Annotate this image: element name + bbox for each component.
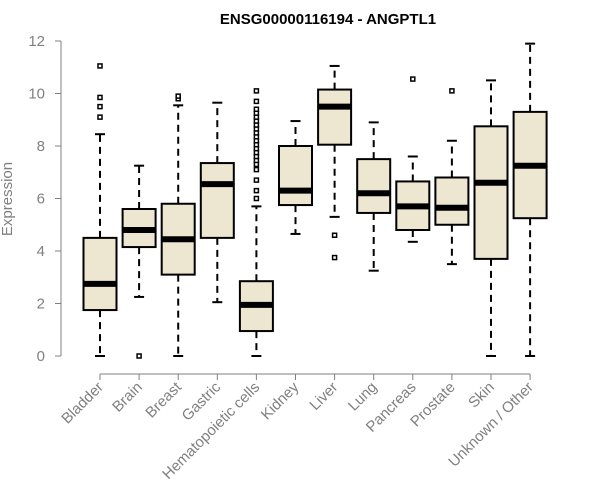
box-prostate <box>434 88 470 266</box>
outlier-point <box>97 114 103 120</box>
x-tick-label: Bladder <box>58 379 107 428</box>
box-liver <box>317 64 353 261</box>
box-hematopoietic-cells <box>238 88 274 357</box>
outlier-point <box>175 93 181 99</box>
y-axis-label: Expression <box>0 162 16 236</box>
chart-title: ENSG00000116194 - ANGPTL1 <box>220 11 436 28</box>
box-iqr <box>317 88 353 146</box>
x-tick-label: Skin <box>465 379 498 412</box>
box-skin <box>473 79 509 357</box>
y-tick-label: 4 <box>37 243 45 260</box>
y-tick-label: 10 <box>28 86 45 103</box>
box-unknown-other <box>512 42 548 357</box>
y-tick-label: 12 <box>28 33 45 50</box>
box-kidney <box>278 120 313 235</box>
box-iqr <box>278 145 313 207</box>
box-iqr <box>473 125 509 260</box>
outlier-point <box>253 195 260 202</box>
outlier-point <box>97 94 103 101</box>
y-tick-label: 2 <box>37 296 45 313</box>
outlier-point <box>253 177 260 183</box>
box-iqr <box>199 162 235 239</box>
x-tick-label: Brain <box>109 379 146 416</box>
outlier-point <box>136 353 142 359</box>
y-tick-label: 6 <box>37 191 45 208</box>
box-gastric <box>199 101 235 304</box>
outlier-point <box>331 254 338 261</box>
outlier-point <box>253 88 260 94</box>
outlier-point <box>410 76 416 82</box>
box-group <box>82 42 548 359</box>
box-bladder <box>82 63 118 357</box>
outlier-point <box>253 166 260 173</box>
x-tick-label: Kidney <box>258 378 303 423</box>
x-tick-label: Liver <box>306 379 341 414</box>
outlier-point <box>253 187 260 194</box>
y-tick-label: 0 <box>37 348 45 365</box>
outlier-point <box>253 106 260 112</box>
x-tick-label: Lung <box>345 379 381 415</box>
box-lung <box>356 121 392 272</box>
box-iqr <box>434 176 470 226</box>
box-pancreas <box>395 76 431 243</box>
y-tick-label: 8 <box>37 138 45 155</box>
outlier-point <box>253 98 260 105</box>
y-axis: 0 2 4 6 8 10 12 <box>28 33 62 365</box>
box-brain <box>121 164 157 359</box>
outlier-point <box>97 103 103 110</box>
box-iqr <box>356 158 392 214</box>
outlier-point <box>331 232 338 238</box>
outlier-point <box>97 63 103 69</box>
box-breast <box>160 93 196 357</box>
outlier-point <box>449 88 455 94</box>
x-tick-label: Breast <box>142 378 185 421</box>
box-iqr <box>82 236 118 312</box>
